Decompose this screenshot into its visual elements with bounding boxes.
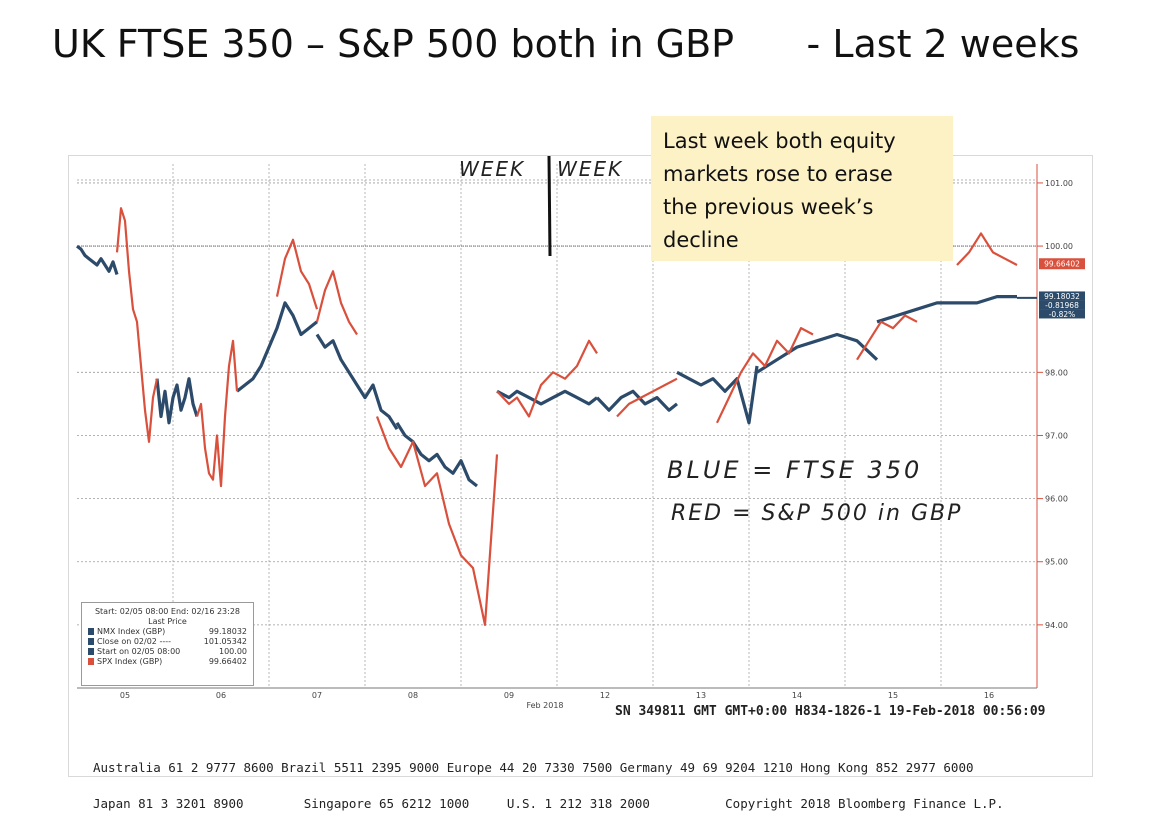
legend-item-value: 99.66402 bbox=[208, 657, 247, 666]
legend-item-label: NMX Index (GBP) bbox=[97, 627, 166, 636]
sp500-gbp-line bbox=[195, 339, 239, 488]
handwriting-red-label: RED = S&P 500 in GBP bbox=[671, 501, 962, 526]
sp500-gbp-line bbox=[716, 327, 814, 424]
sp500-gbp-line bbox=[115, 207, 159, 443]
x-tick-label: 08 bbox=[408, 691, 418, 700]
blue-last-price-label: 99.18032 bbox=[1044, 292, 1080, 301]
footer-contacts-line-1: Australia 61 2 9777 8600 Brazil 5511 239… bbox=[93, 760, 974, 775]
y-tick-label: 101.00 bbox=[1045, 179, 1073, 188]
annotation-note: Last week both equity markets rose to er… bbox=[651, 116, 953, 261]
handwriting-blue-label: BLUE = FTSE 350 bbox=[667, 456, 922, 484]
note-line: the previous week’s bbox=[663, 195, 874, 219]
legend-item-label: Start on 02/05 08:00 bbox=[97, 647, 181, 656]
sp500-gbp-line bbox=[275, 238, 319, 310]
legend-item: NMX Index (GBP) 99.18032 bbox=[88, 627, 247, 637]
x-tick-label: 06 bbox=[216, 691, 226, 700]
ftse-350-line bbox=[496, 389, 598, 406]
ftse-350-line bbox=[76, 244, 119, 275]
x-tick-label: 16 bbox=[984, 691, 994, 700]
note-line: decline bbox=[663, 228, 739, 252]
ftse-350-line bbox=[756, 332, 879, 374]
x-axis-label: Feb 2018 bbox=[526, 701, 563, 710]
legend-swatch bbox=[88, 638, 94, 645]
sp500-gbp-line bbox=[375, 416, 499, 626]
y-tick-label: 98.00 bbox=[1045, 368, 1068, 377]
blue-last-price-label-bg bbox=[1039, 291, 1085, 301]
legend-item-label: SPX Index (GBP) bbox=[97, 657, 163, 666]
legend-item-label: Close on 02/02 ---- bbox=[97, 637, 171, 646]
pct-change-label: -0.82% bbox=[1049, 310, 1076, 319]
x-tick-label: 07 bbox=[312, 691, 322, 700]
legend-item-value: 101.05342 bbox=[203, 637, 247, 646]
pct-change-label-bg bbox=[1039, 309, 1085, 319]
ftse-350-line bbox=[876, 295, 1017, 324]
sp500-gbp-line bbox=[956, 232, 1018, 266]
y-tick-label: 100.00 bbox=[1045, 242, 1073, 251]
sp500-gbp-line bbox=[856, 314, 918, 361]
ftse-350-line bbox=[315, 333, 399, 431]
legend-header: Start: 02/05 08:00 End: 02/16 23:28 bbox=[94, 607, 241, 616]
red-last-price-label: 99.66402 bbox=[1044, 260, 1080, 269]
ftse-350-line bbox=[395, 421, 478, 488]
x-tick-label: 09 bbox=[504, 691, 514, 700]
y-tick-label: 95.00 bbox=[1045, 558, 1068, 567]
ftse-350-line bbox=[676, 365, 759, 425]
sp500-gbp-line bbox=[315, 270, 358, 336]
footer-sn-line: SN 349811 GMT GMT+0:00 H834-1826-1 19-Fe… bbox=[615, 704, 1046, 719]
sp500-gbp-line bbox=[616, 377, 678, 418]
legend-item: SPX Index (GBP) 99.66402 bbox=[88, 657, 247, 667]
handwriting-week-left: WEEK bbox=[459, 157, 525, 181]
x-tick-label: 05 bbox=[120, 691, 130, 700]
y-tick-label: 96.00 bbox=[1045, 495, 1068, 504]
y-tick-label: 94.00 bbox=[1045, 621, 1068, 630]
chart-legend: Start: 02/05 08:00 End: 02/16 23:28 Last… bbox=[81, 602, 254, 686]
change-label: -0.81968 bbox=[1045, 301, 1079, 310]
legend-item-value: 99.18032 bbox=[208, 627, 247, 636]
legend-swatch bbox=[88, 648, 94, 655]
x-tick-label: 15 bbox=[888, 691, 898, 700]
footer-contacts: Australia 61 2 9777 8600 Brazil 5511 239… bbox=[93, 738, 1083, 834]
tick-labels: 101.00 100.00 98.00 97.00 96.00 95.00 94.00 05 0… bbox=[120, 179, 1085, 710]
legend-item-value: 100.00 bbox=[219, 647, 247, 656]
note-line: Last week both equity bbox=[663, 129, 896, 153]
legend-item: Close on 02/02 ---- 101.05342 bbox=[88, 637, 247, 647]
series-layer bbox=[76, 207, 1037, 626]
note-line: markets rose to erase bbox=[663, 162, 893, 186]
slide-title: UK FTSE 350 – S&P 500 both in GBP - Last… bbox=[52, 22, 1080, 66]
x-tick-label: 12 bbox=[600, 691, 610, 700]
ftse-350-line bbox=[155, 377, 199, 425]
change-label-bg bbox=[1039, 300, 1085, 310]
legend-item: Start on 02/05 08:00 100.00 bbox=[88, 647, 247, 657]
red-last-price-label-bg bbox=[1039, 258, 1085, 270]
x-tick-label: 13 bbox=[696, 691, 706, 700]
x-tick-label: 14 bbox=[792, 691, 802, 700]
legend-swatch bbox=[88, 658, 94, 665]
ftse-350-line bbox=[236, 301, 318, 393]
handwriting-week-right: WEEK bbox=[557, 157, 623, 181]
legend-swatch bbox=[88, 628, 94, 635]
sp500-gbp-line bbox=[496, 339, 598, 418]
y-tick-label: 97.00 bbox=[1045, 431, 1068, 440]
legend-subheader: Last Price bbox=[148, 617, 187, 626]
week-divider-line bbox=[547, 156, 552, 257]
